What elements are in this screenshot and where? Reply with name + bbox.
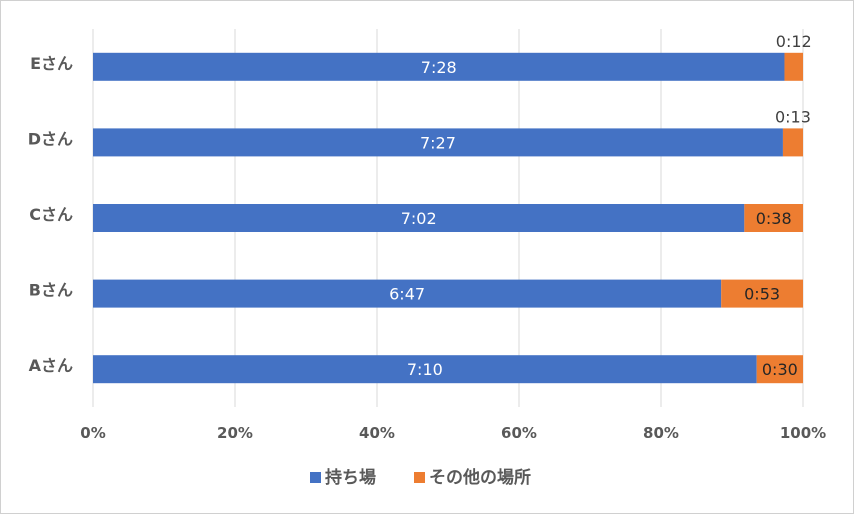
bar-segment-sonota [782,128,803,157]
data-label-mochiba: 7:10 [407,360,443,379]
bar-segment-mochiba [93,355,757,384]
data-label-sonota: 0:30 [762,360,798,379]
x-tick-label: 60% [501,424,537,442]
data-label-mochiba: 6:47 [389,285,425,304]
bar-segment-mochiba [93,128,783,157]
category-labels: Aさん Bさん Cさん Dさん Eさん [28,54,73,375]
category-label: Bさん [29,281,73,300]
bar-segment-sonota [744,204,803,232]
x-tick-label: 0% [80,424,105,442]
bar-segment-mochiba [93,279,722,308]
data-label-mochiba: 7:02 [401,209,437,228]
x-tick-label: 80% [643,424,679,442]
data-label-sonota: 0:53 [744,285,780,304]
category-label: Dさん [28,129,73,148]
category-label: Cさん [29,205,73,224]
bar-segment-mochiba [93,204,745,232]
x-tick-labels: 0% 20% 40% 60% 80% 100% [80,424,826,442]
bars: 7:10 0:30 6:47 0:53 7:02 0:38 7:27 0:13 7:28 0:12 [93,32,812,384]
category-label: Aさん [29,356,73,375]
data-label-mochiba: 7:28 [421,58,457,77]
legend-item-sonota-swatch [414,472,425,483]
category-label: Eさん [30,54,73,73]
legend-item-sonota-label: その他の場所 [429,467,531,488]
bar-segment-mochiba [93,52,785,81]
x-tick-label: 20% [217,424,253,442]
legend: 持ち場 その他の場所 [310,467,531,488]
data-label-mochiba: 7:27 [420,133,456,152]
data-label-sonota: 0:13 [775,107,811,126]
bar-segment-sonota [721,279,803,308]
legend-item-mochiba-label: 持ち場 [325,467,376,488]
bar-segment-sonota [784,52,803,81]
legend-item-mochiba-swatch [310,472,321,483]
bar-segment-sonota [756,355,803,384]
x-tick-label: 100% [780,424,826,442]
data-label-sonota: 0:12 [776,32,812,51]
data-label-sonota: 0:38 [756,209,792,228]
x-tick-label: 40% [359,424,395,442]
